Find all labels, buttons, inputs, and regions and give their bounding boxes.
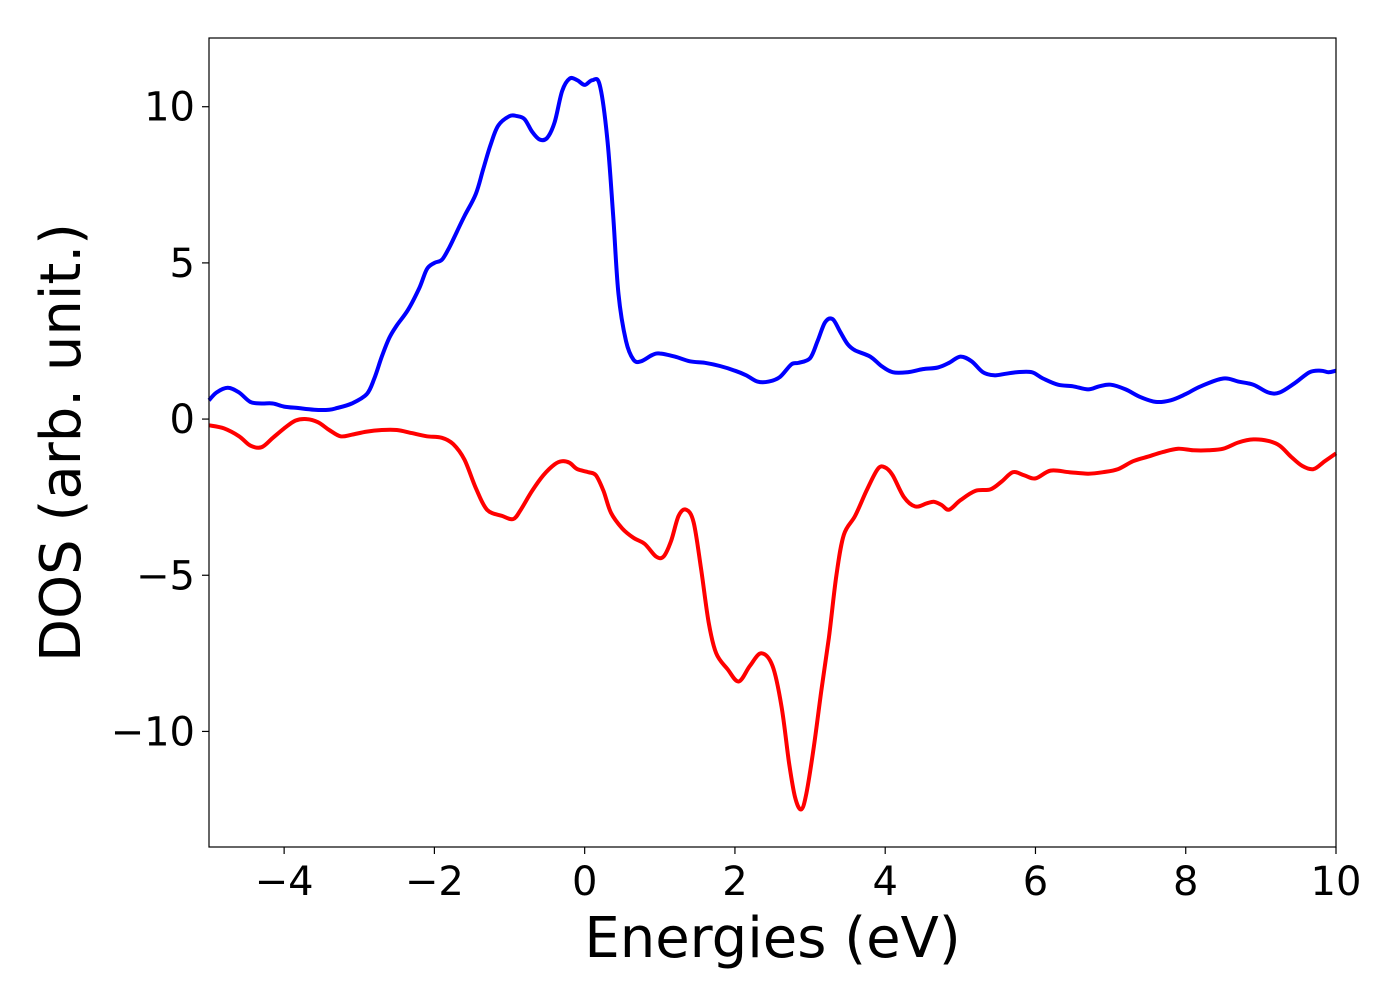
y-tick-label: 0	[170, 397, 195, 443]
y-tick-label: −5	[136, 553, 195, 599]
series-line-2	[208, 416, 1338, 812]
y-axis-label: DOS (arb. unit.)	[29, 223, 94, 662]
x-tick-label: 2	[722, 859, 747, 905]
x-tick-label: −2	[405, 859, 464, 905]
plot-frame	[208, 37, 1337, 848]
series-layer	[207, 75, 1338, 812]
series-line-1	[207, 75, 1337, 412]
x-tick-label: 4	[872, 859, 897, 905]
y-tick-label: 10	[144, 85, 195, 131]
y-tick-label: 5	[170, 241, 195, 287]
x-tick-label: 8	[1173, 859, 1198, 905]
x-tick-label: 10	[1311, 859, 1362, 905]
y-tick-label: −10	[111, 709, 195, 755]
x-tick-label: 0	[572, 859, 597, 905]
x-axis-ticks: −4 −2 0 2 4 6 8 10	[255, 847, 1362, 905]
x-axis-label: Energies (eV)	[584, 906, 960, 971]
y-axis-ticks: −10 −5 0 5 10	[111, 85, 209, 755]
x-tick-label: −4	[255, 859, 314, 905]
x-tick-label: 6	[1023, 859, 1048, 905]
